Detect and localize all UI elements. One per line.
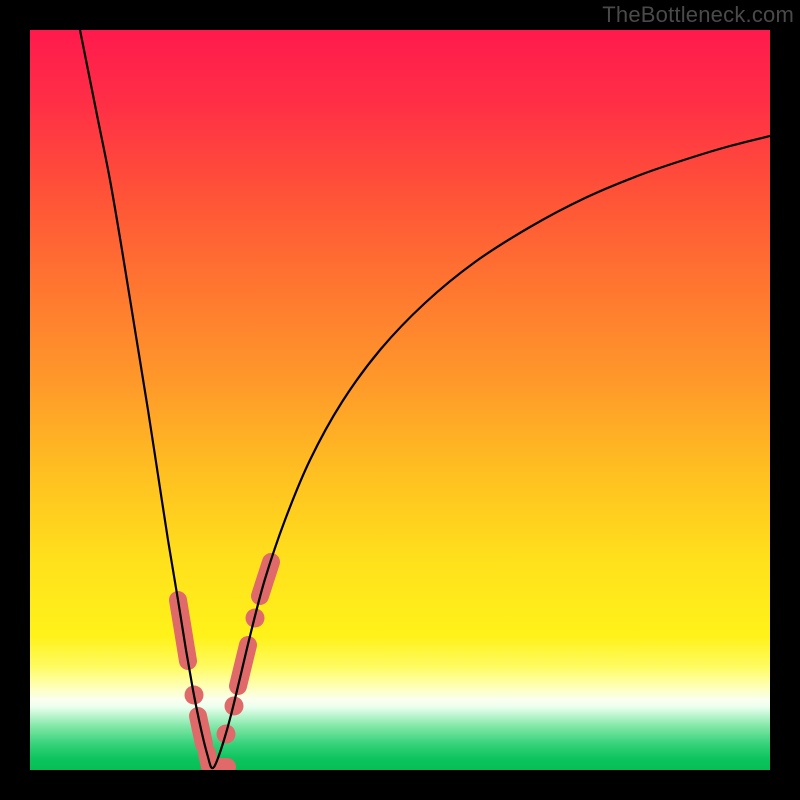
plot-svg	[30, 30, 770, 770]
chart-frame: TheBottleneck.com	[0, 0, 800, 800]
gradient-background	[30, 30, 770, 770]
plot-area	[30, 30, 770, 770]
watermark-text: TheBottleneck.com	[602, 2, 794, 28]
